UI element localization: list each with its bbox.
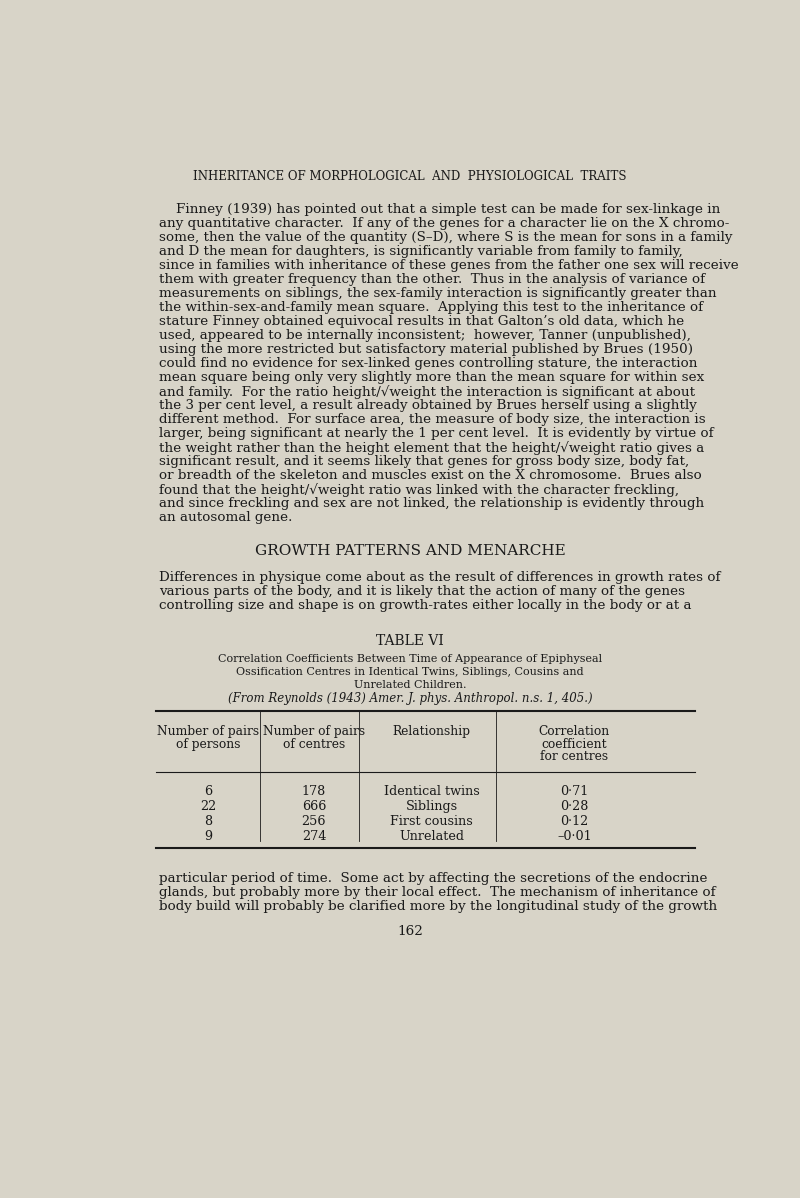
Text: Correlation: Correlation xyxy=(538,726,610,738)
Text: (From Reynolds (1943) Amer. J. phys. Anthropol. n.s. 1, 405.): (From Reynolds (1943) Amer. J. phys. Ant… xyxy=(228,692,592,706)
Text: glands, but probably more by their local effect.  The mechanism of inheritance o: glands, but probably more by their local… xyxy=(159,887,715,898)
Text: the weight rather than the height element that the height/√weight ratio gives a: the weight rather than the height elemen… xyxy=(159,441,704,455)
Text: the within-sex-and-family mean square.  Applying this test to the inheritance of: the within-sex-and-family mean square. A… xyxy=(159,301,703,314)
Text: TABLE VI: TABLE VI xyxy=(376,634,444,648)
Text: Siblings: Siblings xyxy=(406,800,458,813)
Text: measurements on siblings, the sex-family interaction is significantly greater th: measurements on siblings, the sex-family… xyxy=(159,288,717,300)
Text: 6: 6 xyxy=(205,785,213,798)
Text: 274: 274 xyxy=(302,830,326,843)
Text: 162: 162 xyxy=(397,925,423,938)
Text: Correlation Coefficients Between Time of Appearance of Epiphyseal: Correlation Coefficients Between Time of… xyxy=(218,654,602,664)
Text: Unrelated Children.: Unrelated Children. xyxy=(354,679,466,690)
Text: Finney (1939) has pointed out that a simple test can be made for sex-linkage in: Finney (1939) has pointed out that a sim… xyxy=(176,202,721,216)
Text: particular period of time.  Some act by affecting the secretions of the endocrin: particular period of time. Some act by a… xyxy=(159,872,707,885)
Text: used, appeared to be internally inconsistent;  however, Tanner (unpublished),: used, appeared to be internally inconsis… xyxy=(159,329,691,341)
Text: First cousins: First cousins xyxy=(390,816,473,828)
Text: using the more restricted but satisfactory material published by Brues (1950): using the more restricted but satisfacto… xyxy=(159,343,693,356)
Text: Number of pairs: Number of pairs xyxy=(263,726,365,738)
Text: for centres: for centres xyxy=(540,750,608,763)
Text: larger, being significant at nearly the 1 per cent level.  It is evidently by vi: larger, being significant at nearly the … xyxy=(159,428,714,440)
Text: 666: 666 xyxy=(302,800,326,813)
Text: and D the mean for daughters, is significantly variable from family to family,: and D the mean for daughters, is signifi… xyxy=(159,244,682,258)
Text: different method.  For surface area, the measure of body size, the interaction i: different method. For surface area, the … xyxy=(159,413,706,426)
Text: the 3 per cent level, a result already obtained by Brues herself using a slightl: the 3 per cent level, a result already o… xyxy=(159,399,697,412)
Text: INHERITANCE OF MORPHOLOGICAL  AND  PHYSIOLOGICAL  TRAITS: INHERITANCE OF MORPHOLOGICAL AND PHYSIOL… xyxy=(194,170,626,182)
Text: and since freckling and sex are not linked, the relationship is evidently throug: and since freckling and sex are not link… xyxy=(159,497,704,510)
Text: 22: 22 xyxy=(200,800,217,813)
Text: of persons: of persons xyxy=(176,738,241,751)
Text: 256: 256 xyxy=(302,816,326,828)
Text: of centres: of centres xyxy=(282,738,345,751)
Text: –0·01: –0·01 xyxy=(557,830,592,843)
Text: mean square being only very slightly more than the mean square for within sex: mean square being only very slightly mor… xyxy=(159,371,704,385)
Text: could find no evidence for sex-linked genes controlling stature, the interaction: could find no evidence for sex-linked ge… xyxy=(159,357,698,370)
Text: any quantitative character.  If any of the genes for a character lie on the X ch: any quantitative character. If any of th… xyxy=(159,217,730,230)
Text: 0·28: 0·28 xyxy=(560,800,589,813)
Text: them with greater frequency than the other.  Thus in the analysis of variance of: them with greater frequency than the oth… xyxy=(159,273,705,286)
Text: some, then the value of the quantity (S–D), where S is the mean for sons in a fa: some, then the value of the quantity (S–… xyxy=(159,231,733,244)
Text: Relationship: Relationship xyxy=(393,726,470,738)
Text: Differences in physique come about as the result of differences in growth rates : Differences in physique come about as th… xyxy=(159,571,720,585)
Text: 8: 8 xyxy=(205,816,213,828)
Text: and family.  For the ratio height/√weight the interaction is significant at abou: and family. For the ratio height/√weight… xyxy=(159,385,695,399)
Text: controlling size and shape is on growth-rates either locally in the body or at a: controlling size and shape is on growth-… xyxy=(159,599,691,612)
Text: 0·71: 0·71 xyxy=(560,785,589,798)
Text: GROWTH PATTERNS AND MENARCHE: GROWTH PATTERNS AND MENARCHE xyxy=(254,544,566,558)
Text: body build will probably be clarified more by the longitudinal study of the grow: body build will probably be clarified mo… xyxy=(159,900,717,913)
Text: since in families with inheritance of these genes from the father one sex will r: since in families with inheritance of th… xyxy=(159,259,738,272)
Text: or breadth of the skeleton and muscles exist on the X chromosome.  Brues also: or breadth of the skeleton and muscles e… xyxy=(159,470,702,483)
Text: stature Finney obtained equivocal results in that Galton’s old data, which he: stature Finney obtained equivocal result… xyxy=(159,315,684,328)
Text: 0·12: 0·12 xyxy=(560,816,589,828)
Text: coefficient: coefficient xyxy=(542,738,607,751)
Text: significant result, and it seems likely that genes for gross body size, body fat: significant result, and it seems likely … xyxy=(159,455,689,468)
Text: 178: 178 xyxy=(302,785,326,798)
Text: Number of pairs: Number of pairs xyxy=(158,726,259,738)
Text: an autosomal gene.: an autosomal gene. xyxy=(159,512,292,525)
Text: found that the height/√weight ratio was linked with the character freckling,: found that the height/√weight ratio was … xyxy=(159,483,679,497)
Text: various parts of the body, and it is likely that the action of many of the genes: various parts of the body, and it is lik… xyxy=(159,586,685,599)
Text: Ossification Centres in Identical Twins, Siblings, Cousins and: Ossification Centres in Identical Twins,… xyxy=(236,667,584,677)
Text: Identical twins: Identical twins xyxy=(384,785,479,798)
Text: Unrelated: Unrelated xyxy=(399,830,464,843)
Text: 9: 9 xyxy=(205,830,213,843)
